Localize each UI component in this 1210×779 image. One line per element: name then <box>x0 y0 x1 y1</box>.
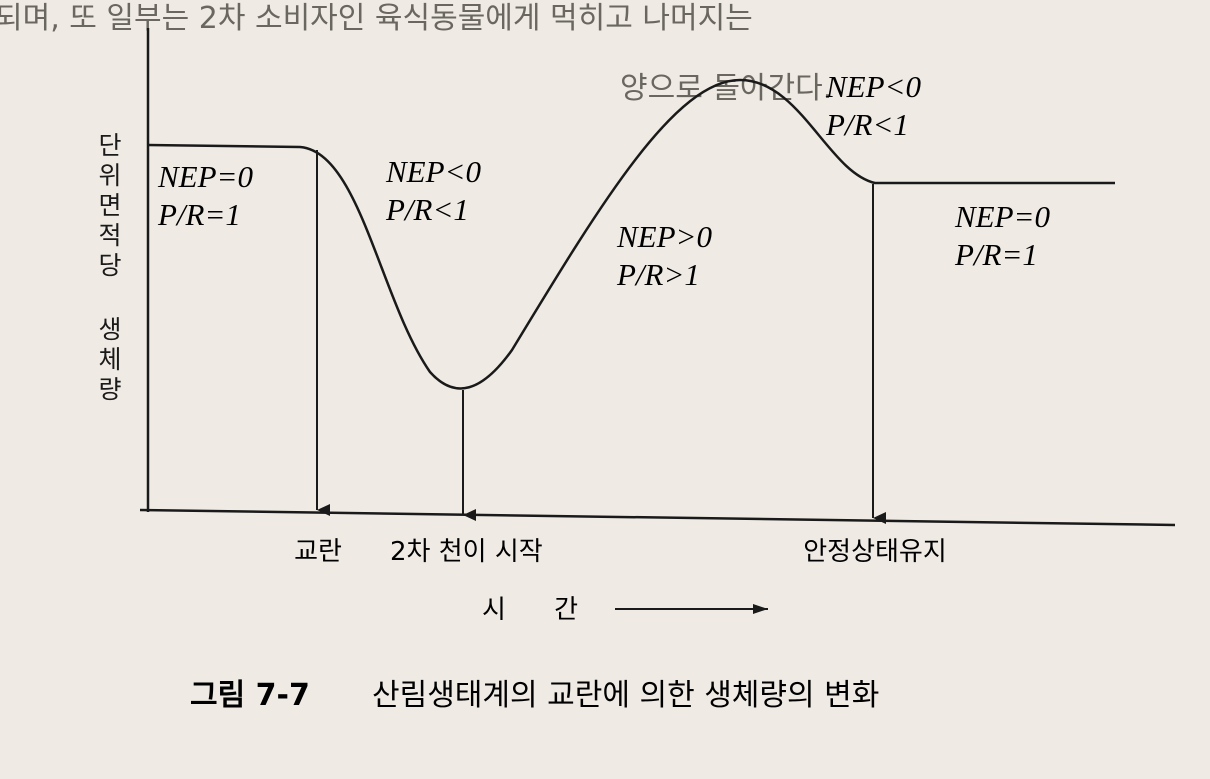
x-axis <box>139 508 1176 527</box>
phase-nep: NEP>0 <box>616 219 712 254</box>
header-line: 되며, 또 일부는 2차 소비자인 육식동물에게 먹히고 나머지는 <box>0 1 753 36</box>
caption-text: 산림생태계의 교란에 의한 생체량의 변화 <box>372 678 879 713</box>
phase-nep: NEP<0 <box>385 154 481 189</box>
x-axis-label: 시 간 <box>482 595 578 625</box>
phase-nep: NEP=0 <box>954 199 1050 234</box>
phase-pr: P/R<1 <box>385 192 469 227</box>
biomass-curve <box>147 78 1115 390</box>
phase-pr: P/R>1 <box>616 257 700 292</box>
event-label: 안정상태유지 <box>803 537 947 567</box>
event-label: 2차 천이 시작 <box>390 537 543 567</box>
event-label: 교란 <box>294 537 342 567</box>
phase-pr: P/R=1 <box>954 237 1038 272</box>
caption-number: 그림 7-7 <box>190 678 310 713</box>
header-line: 양으로 돌아간다. <box>620 71 832 106</box>
phase-nep: NEP<0 <box>825 69 921 104</box>
phase-pr: P/R=1 <box>157 197 241 232</box>
y-axis-label: 단위면적당 생체량 <box>94 132 123 406</box>
phase-nep: NEP=0 <box>157 159 253 194</box>
phase-pr: P/R<1 <box>825 107 909 142</box>
